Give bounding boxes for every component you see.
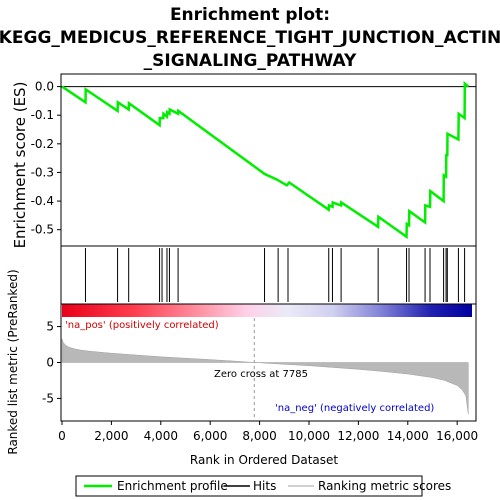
legend-metric-label: Ranking metric scores (318, 479, 451, 493)
es-y-tick-label: -0.2 (31, 137, 54, 151)
rank-y-tick-label: 0 (46, 356, 54, 370)
rank-x-tick-label: 2,000 (94, 429, 128, 443)
rank-axis-label: Rank in Ordered Dataset (190, 453, 338, 467)
rank-x-tick-label: 0 (58, 429, 66, 443)
rank-x-tick-label: 10,000 (288, 429, 330, 443)
negative-correlation-label: 'na_neg' (negatively correlated) (275, 403, 434, 414)
chart-title-line-1: Enrichment plot: (170, 5, 330, 25)
es-y-tick-label: 0.0 (35, 80, 54, 94)
rank-x-tick-label: 12,000 (337, 429, 379, 443)
enrichment-panel: 0.0 -0.1 -0.2 -0.3 -0.4 -0.5 Enrichment score… (11, 73, 477, 249)
rank-x-tick-label: 8,000 (242, 429, 276, 443)
rank-color-strip (62, 304, 472, 317)
rank-y-tick-label: -5 (42, 391, 54, 405)
legend-hits-label: Hits (253, 479, 276, 493)
es-y-tick-label: -0.4 (31, 194, 54, 208)
chart-title-line-2: KEGG_MEDICUS_REFERENCE_TIGHT_JUNCTION_AC… (0, 28, 500, 48)
rank-color-bar (62, 304, 472, 317)
enrichment-profile-line (61, 81, 470, 240)
legend-enrichment-label: Enrichment profile (117, 479, 228, 493)
ranked-list-axis-label: Ranked list metric (PreRanked) (6, 269, 20, 454)
hits-panel-frame (60, 245, 477, 305)
chart-title-line-3: _SIGNALING_PATHWAY (144, 51, 357, 71)
es-y-tick-label: -0.3 (31, 165, 54, 179)
es-y-tick-label: -0.5 (31, 223, 54, 237)
ranked-list-panel: 5 0 -5 0 2,000 4,000 6,000 8,000 10,000 12,000 14… (6, 269, 478, 467)
zero-cross-label: Zero cross at 7785 (214, 369, 308, 380)
rank-x-tick-label: 4,000 (144, 429, 178, 443)
rank-x-tick-label: 6,000 (193, 429, 227, 443)
enrichment-panel-frame (60, 73, 477, 247)
rank-y-tick-label: 5 (46, 320, 54, 334)
rank-x-tick-label: 16,000 (436, 429, 478, 443)
rank-x-tick-label: 14,000 (387, 429, 429, 443)
es-axis-label: Enrichment score (ES) (11, 82, 29, 249)
es-y-tick-label: -0.1 (31, 108, 54, 122)
positive-correlation-label: 'na_pos' (positively correlated) (65, 320, 219, 331)
legend: Enrichment profile Hits Ranking metric s… (75, 475, 451, 497)
hits-panel (60, 245, 477, 305)
